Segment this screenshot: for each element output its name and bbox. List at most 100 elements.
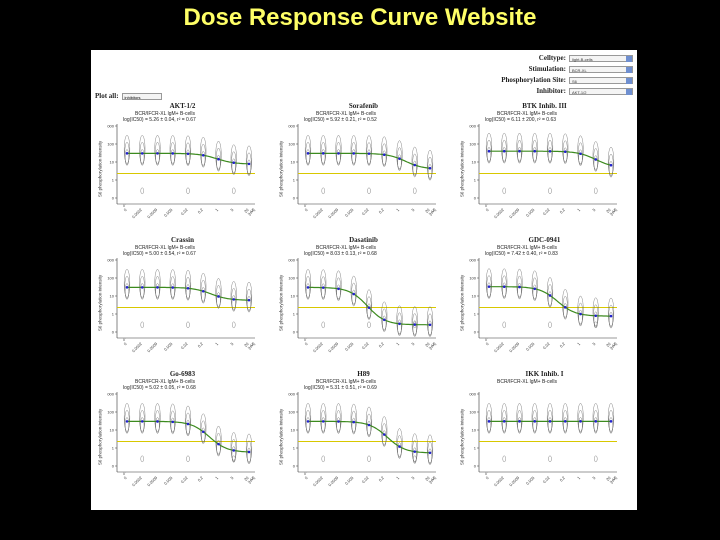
density-contour xyxy=(232,455,236,463)
x-tick-label: [uM] xyxy=(428,475,437,484)
celltype-label: Celltype: xyxy=(538,54,566,62)
x-tick-label: 20 xyxy=(605,475,612,482)
y-tick-label: 0 xyxy=(112,464,115,469)
x-tick-label: 0.005 xyxy=(344,475,355,486)
density-contour xyxy=(185,284,190,301)
density-contour xyxy=(232,321,236,329)
density-contour xyxy=(200,273,207,302)
x-tick-label: 5 xyxy=(229,341,235,347)
y-tick-label: 1000 xyxy=(107,258,115,263)
density-contour xyxy=(201,287,206,304)
density-contour xyxy=(562,133,569,162)
x-tick-label: 20 xyxy=(424,207,431,214)
density-contour xyxy=(245,145,252,175)
density-contour xyxy=(411,146,418,176)
median-point xyxy=(398,322,401,326)
density-contour xyxy=(366,149,371,166)
density-contour xyxy=(124,403,131,432)
density-contour xyxy=(231,295,236,312)
density-contour xyxy=(593,311,598,328)
density-contour xyxy=(487,282,492,299)
density-contour xyxy=(230,432,237,461)
x-tick-label: 0.2 xyxy=(377,475,385,483)
median-point xyxy=(217,295,220,298)
y-tick-label: 0 xyxy=(474,196,477,201)
x-tick-label: 0 xyxy=(123,207,129,213)
density-contour xyxy=(320,269,327,298)
y-tick-label: 100 xyxy=(107,276,114,281)
density-contour xyxy=(413,455,417,463)
panel-condition-label: BCR/IFCR-XL lgM+ B-cells xyxy=(497,245,557,251)
plot-all-select[interactable]: inhibitors xyxy=(121,92,162,100)
density-contour xyxy=(124,135,131,164)
x-tick-label: 5 xyxy=(591,207,597,213)
y-tick-label: 1000 xyxy=(469,124,477,129)
inhibitor-value: AKT-1/2 xyxy=(572,89,587,95)
x-tick-label: 0.005 xyxy=(525,475,536,486)
density-contour xyxy=(546,133,553,162)
x-tick-label: 0.02 xyxy=(180,475,190,485)
panel-ic50-label: log(IC50) = 5.26 ± 0.04, r² = 0.67 xyxy=(123,117,196,123)
celltype-value: light-B-cells xyxy=(572,56,593,62)
y-tick-label: 10 xyxy=(472,428,477,433)
dose-response-panel: Sorafenib BCR/IFCR-XL lgM+ B-cells log(IC5… xyxy=(276,102,451,232)
density-contour xyxy=(532,147,537,164)
slide-title: Dose Response Curve Website xyxy=(183,4,537,31)
density-contour xyxy=(366,420,371,438)
density-contour xyxy=(546,277,553,306)
y-tick-label: 10 xyxy=(472,160,477,165)
panel-title: Dasatinib xyxy=(349,236,378,244)
celltype-select[interactable]: light-B-cells xyxy=(569,54,633,62)
x-tick-label: 0.0002 xyxy=(493,207,506,220)
panel-ic50-label: log(IC50) = 8.03 ± 0.13, r² = 0.68 xyxy=(304,251,377,257)
x-tick-label: 0.005 xyxy=(525,341,536,352)
density-contour xyxy=(169,403,176,433)
median-point xyxy=(413,323,417,326)
x-tick-label: 0.005 xyxy=(163,475,174,486)
density-contour xyxy=(516,403,523,432)
x-tick-label: 0 xyxy=(123,341,129,347)
y-axis-label: S6 phosphorylation intensity xyxy=(459,274,464,332)
axis-break-icon: // xyxy=(123,203,126,208)
density-contour xyxy=(396,147,402,170)
density-contour xyxy=(186,321,190,329)
x-tick-label: 0.0002 xyxy=(312,341,325,354)
y-tick-label: 1 xyxy=(293,178,296,183)
density-contour xyxy=(215,285,221,308)
x-tick-label: 0.0002 xyxy=(493,341,506,354)
density-contour xyxy=(367,455,371,463)
median-point xyxy=(171,420,175,424)
density-contour xyxy=(246,159,251,177)
y-tick-label: 100 xyxy=(469,142,476,147)
median-point xyxy=(398,445,401,448)
density-contour xyxy=(517,417,522,434)
y-tick-label: 1 xyxy=(474,178,477,183)
density-contour xyxy=(321,187,325,195)
density-contour xyxy=(501,133,508,162)
density-contour xyxy=(184,135,191,164)
density-contour xyxy=(501,403,508,432)
axis-break-icon: // xyxy=(304,471,307,476)
site-select[interactable]: S6 xyxy=(569,76,633,84)
density-contour xyxy=(155,149,160,166)
axis-break-icon: // xyxy=(123,471,126,476)
median-point xyxy=(579,152,582,156)
median-point xyxy=(217,157,220,161)
median-point xyxy=(579,312,582,316)
density-contour xyxy=(592,297,599,326)
density-contour xyxy=(336,417,341,434)
density-contour xyxy=(594,187,598,195)
median-point xyxy=(352,420,356,424)
density-contour xyxy=(245,281,252,311)
density-contour xyxy=(246,295,251,313)
median-point xyxy=(609,314,613,318)
median-point xyxy=(186,286,190,290)
median-point xyxy=(247,298,251,302)
median-point xyxy=(594,158,598,161)
celltype-row: Celltype: light-B-cells xyxy=(393,53,633,63)
x-tick-label: 0 xyxy=(485,207,491,213)
density-contour xyxy=(201,151,206,168)
stimulation-select[interactable]: BCR-XL xyxy=(569,65,633,73)
inhibitor-select[interactable]: AKT-1/2 xyxy=(569,87,633,95)
fit-curve xyxy=(308,286,430,326)
